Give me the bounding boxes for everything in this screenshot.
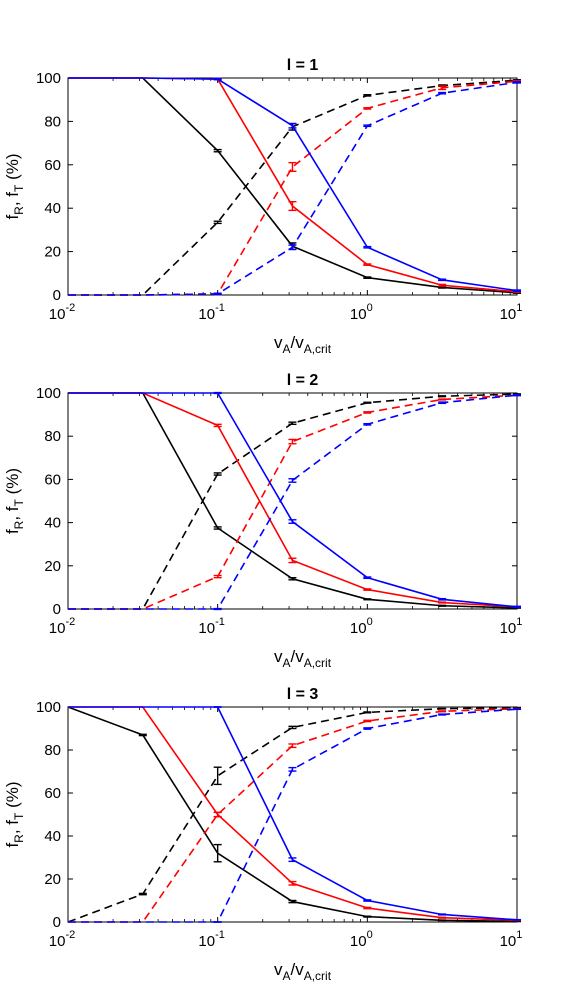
y-tick-label: 80: [44, 113, 61, 130]
y-tick-label: 60: [44, 157, 61, 174]
x-tick-label: 10-2: [49, 616, 75, 637]
x-tick-label: 101: [500, 929, 523, 950]
series-line-6: [68, 81, 518, 296]
chart-panel-1: 0 20 40 60 80 100 10-2 10-1 100 101 l = 1 vA/vA,cri…: [3, 57, 522, 356]
x-tick-label: 100: [350, 929, 373, 950]
series-line-1: [68, 392, 518, 609]
series-line-4: [68, 80, 518, 296]
y-tick-label: 20: [44, 871, 61, 888]
y-tick-label: 0: [53, 914, 61, 931]
y-tick-label: 0: [53, 601, 61, 618]
x-tick-label: 101: [500, 616, 523, 637]
y-tick-label: 80: [44, 428, 61, 445]
y-tick-label: 20: [44, 244, 61, 261]
series-line-3: [68, 392, 518, 608]
plot-box: [67, 392, 518, 610]
x-tick-label: 10-2: [49, 929, 75, 950]
y-axis-label: fR, fT (%): [3, 153, 26, 219]
series-line-4: [68, 394, 518, 610]
series-line-3: [68, 77, 518, 293]
series-line-1: [68, 77, 518, 294]
y-tick-label: 60: [44, 471, 61, 488]
y-tick-label: 100: [36, 699, 61, 716]
series-line-3: [68, 706, 518, 922]
x-tick-label: 10-1: [198, 616, 224, 637]
chart-title: l = 1: [287, 57, 319, 74]
chart-title: l = 2: [287, 372, 319, 389]
series-line-2: [68, 79, 518, 296]
series-line-5: [68, 706, 518, 921]
y-tick-label: 60: [44, 785, 61, 802]
x-tick-label: 10-2: [49, 302, 75, 323]
y-tick-label: 40: [44, 200, 61, 217]
chart-panel-3: 0 20 40 60 80 100 10-2 10-1 100 101 l = 3 vA/vA,cri…: [3, 686, 522, 983]
x-tick-label: 101: [500, 302, 523, 323]
x-tick-label: 100: [350, 616, 373, 637]
y-tick-label: 80: [44, 742, 61, 759]
x-axis-label: vA/vA,crit: [274, 333, 332, 356]
y-tick-label: 40: [44, 515, 61, 532]
plot-box: [67, 77, 518, 296]
chart-title: l = 3: [287, 686, 319, 703]
y-tick-label: 100: [36, 70, 61, 87]
series-line-6: [68, 708, 518, 923]
x-axis-label: vA/vA,crit: [274, 647, 332, 670]
y-tick-label: 100: [36, 385, 61, 402]
series-line-6: [68, 394, 518, 610]
y-axis-label: fR, fT (%): [3, 781, 26, 847]
x-axis-label: vA/vA,crit: [274, 960, 332, 983]
x-tick-label: 100: [350, 302, 373, 323]
y-tick-label: 20: [44, 558, 61, 575]
plot-box: [67, 706, 518, 923]
y-tick-label: 40: [44, 828, 61, 845]
series-line-5: [68, 392, 518, 608]
chart-panel-2: 0 20 40 60 80 100 10-2 10-1 100 101 l = 2 vA/vA,cri…: [3, 372, 522, 670]
x-tick-label: 10-1: [198, 929, 224, 950]
y-axis-label: fR, fT (%): [3, 468, 26, 534]
y-tick-label: 0: [53, 287, 61, 304]
series-line-2: [68, 393, 518, 610]
series-line-4: [68, 707, 518, 923]
series-line-5: [68, 77, 518, 292]
series-line-2: [67, 706, 518, 923]
x-tick-label: 10-1: [198, 302, 224, 323]
series-line-1: [67, 706, 518, 923]
